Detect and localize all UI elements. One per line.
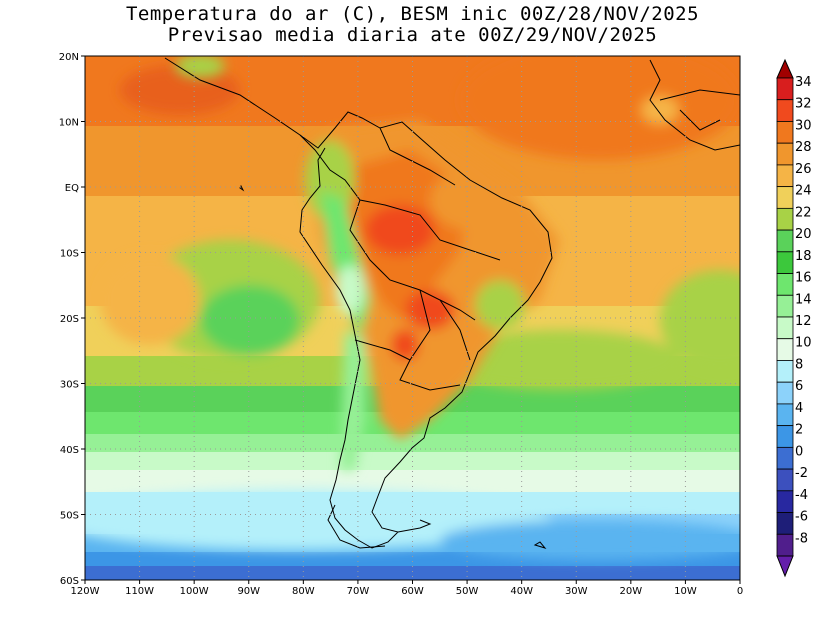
- colorbar-segment: [776, 446, 794, 470]
- colorbar-segment: [776, 425, 794, 448]
- colorbar-label: 2: [795, 423, 803, 438]
- colorbar-label: 34: [795, 75, 812, 90]
- colorbar-label: -8: [795, 531, 808, 546]
- colorbar-label: 18: [795, 249, 812, 264]
- colorbar-segment: [776, 142, 794, 166]
- colorbar-segment: [776, 403, 794, 427]
- colorbar-segment: [776, 294, 794, 318]
- colorbar-segment: [776, 360, 794, 383]
- colorbar-bottom-arrow: [776, 555, 794, 578]
- latitude-axis: 20N 10N EQ 10S 20S 30S 40S 50S 60S: [59, 52, 85, 587]
- colorbar-label: 4: [795, 401, 803, 416]
- colorbar-label: -4: [795, 488, 808, 503]
- colorbar-label: 16: [795, 271, 812, 286]
- colorbar-segment: [776, 381, 794, 405]
- colorbar-label: -6: [795, 510, 808, 525]
- colorbar-segment: [776, 77, 794, 101]
- map-title-line2: Previsao media diaria ate 00Z/29/NOV/202…: [167, 24, 658, 46]
- colorbar-segment: [776, 164, 794, 188]
- colorbar-label: 12: [795, 314, 812, 329]
- map-title-line1: Temperatura do ar (C), BESM inic 00Z/28/…: [125, 3, 700, 25]
- colorbar-segment: [776, 121, 794, 144]
- coastlines: [164, 57, 740, 549]
- lat-tick-label: 60S: [60, 576, 79, 587]
- lon-tick-label: 110W: [125, 586, 154, 597]
- longitude-axis: 120W 110W 100W 90W 80W 70W 60W 50W 40W 30W 20W 10W 0: [71, 580, 743, 597]
- colorbar-segment: [776, 468, 794, 492]
- lat-tick-label: 10N: [59, 118, 79, 129]
- colorbar-segment: [776, 251, 794, 274]
- colorbar-segment: [776, 316, 794, 340]
- lat-tick-label: 30S: [60, 380, 79, 391]
- colorbar-label: 22: [795, 205, 812, 220]
- lon-tick-label: 30W: [565, 586, 588, 597]
- lat-tick-label: 20N: [59, 52, 79, 63]
- colorbar-segment: [776, 207, 794, 231]
- colorbar-label: 8: [795, 357, 803, 372]
- colorbar-top-arrow: [776, 58, 794, 79]
- lon-tick-label: 50W: [456, 586, 479, 597]
- lon-tick-label: 70W: [347, 586, 370, 597]
- colorbar-label: 30: [795, 118, 812, 133]
- lat-tick-label: 40S: [60, 445, 79, 456]
- colorbar-segment: [776, 338, 794, 361]
- colorbar-label: 0: [795, 444, 803, 459]
- colorbar-segment: [776, 99, 794, 122]
- lat-tick-label: 50S: [60, 511, 79, 522]
- colorbar-segment: [776, 229, 794, 253]
- lon-tick-label: 120W: [71, 586, 100, 597]
- colorbar-label: 32: [795, 97, 812, 112]
- colorbar-label: -2: [795, 466, 808, 481]
- colorbar-segment: [776, 533, 794, 557]
- lon-tick-label: 10W: [674, 586, 697, 597]
- colorbar-segment: [776, 512, 794, 535]
- lat-tick-label: 20S: [60, 314, 79, 325]
- colorbar-segment: [776, 186, 794, 209]
- colorbar-label: 28: [795, 140, 812, 155]
- map-gridlines: [85, 56, 740, 580]
- lat-tick-label: 10S: [60, 249, 79, 260]
- lon-tick-label: 80W: [292, 586, 315, 597]
- colorbar-segment: [776, 273, 794, 296]
- lon-tick-label: 0: [737, 586, 743, 597]
- lon-tick-label: 90W: [237, 586, 260, 597]
- colorbar-label: 10: [795, 336, 812, 351]
- lat-tick-label: EQ: [65, 183, 79, 194]
- lon-tick-label: 60W: [401, 586, 424, 597]
- colorbar-label: 20: [795, 227, 812, 242]
- colorbar-label: 6: [795, 379, 803, 394]
- lon-tick-label: 20W: [620, 586, 643, 597]
- colorbar-label: 26: [795, 162, 812, 177]
- colorbar-label: 24: [795, 184, 812, 199]
- lon-tick-label: 40W: [510, 586, 533, 597]
- colorbar-segment: [776, 490, 794, 513]
- colorbar-label: 14: [795, 292, 812, 307]
- lon-tick-label: 100W: [180, 586, 209, 597]
